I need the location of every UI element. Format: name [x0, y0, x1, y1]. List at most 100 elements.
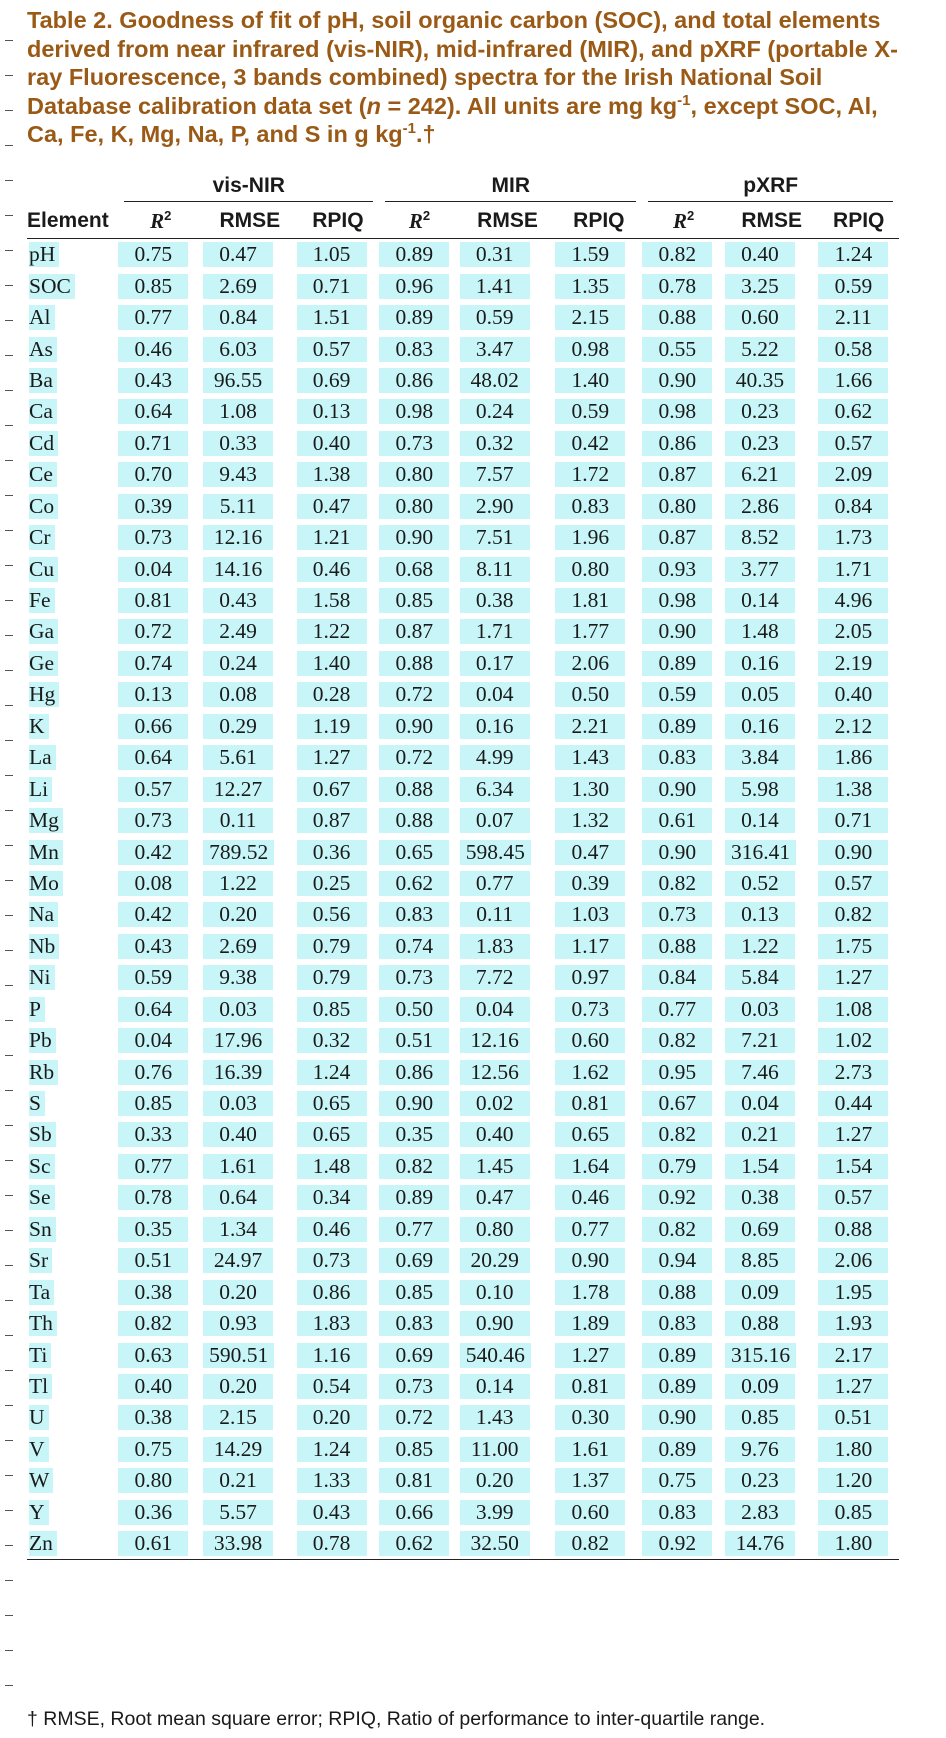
- value-label: 0.81: [555, 1373, 626, 1399]
- value-cell: 0.11: [203, 805, 296, 836]
- value-label: 0.92: [642, 1531, 713, 1557]
- value-label: 9.76: [724, 1436, 795, 1462]
- value-label: 0.77: [118, 1153, 189, 1179]
- value-cell: 0.17: [459, 648, 556, 679]
- value-label: 0.51: [818, 1405, 889, 1431]
- value-cell: 0.36: [296, 836, 380, 867]
- value-label: 1.41: [459, 273, 530, 299]
- value-label: 0.08: [203, 682, 274, 708]
- value-cell: 0.71: [818, 805, 899, 836]
- value-label: 0.64: [118, 745, 189, 771]
- value-label: 2.11: [818, 305, 889, 331]
- value-label: 1.30: [555, 776, 626, 802]
- element-cell: pH: [27, 239, 118, 271]
- value-label: 0.88: [379, 776, 450, 802]
- element-label: Hg: [29, 682, 60, 708]
- margin-mark: [5, 180, 13, 181]
- value-cell: 1.54: [818, 1151, 899, 1182]
- value-cell: 3.84: [724, 742, 818, 773]
- value-cell: 0.71: [118, 428, 203, 459]
- value-cell: 0.64: [203, 1182, 296, 1213]
- value-cell: 0.04: [724, 1088, 818, 1119]
- value-cell: 0.88: [379, 648, 459, 679]
- value-label: 2.17: [818, 1342, 889, 1368]
- value-cell: 2.06: [818, 1245, 899, 1276]
- value-cell: 1.61: [203, 1151, 296, 1182]
- value-cell: 0.14: [459, 1371, 556, 1402]
- value-cell: 0.77: [379, 1214, 459, 1245]
- value-label: 32.50: [459, 1531, 530, 1557]
- value-label: 0.61: [118, 1531, 189, 1557]
- table-row: U 0.38 2.15 0.20 0.72 1.43 0.30 0.90 0.85 0.51: [27, 1402, 899, 1433]
- element-label: Ga: [29, 619, 59, 645]
- value-label: 1.17: [555, 933, 626, 959]
- value-label: 0.43: [118, 367, 189, 393]
- value-cell: 0.38: [724, 1182, 818, 1213]
- value-label: 0.82: [642, 1122, 713, 1148]
- value-cell: 0.21: [724, 1119, 818, 1150]
- value-label: 1.16: [296, 1342, 367, 1368]
- value-cell: 0.20: [296, 1402, 380, 1433]
- value-label: 0.42: [118, 839, 189, 865]
- value-cell: 17.96: [203, 1025, 296, 1056]
- value-label: 0.90: [379, 1091, 450, 1117]
- value-label: 2.12: [818, 713, 889, 739]
- margin-mark: [5, 75, 13, 76]
- value-cell: 0.43: [118, 365, 203, 396]
- value-cell: 1.30: [555, 773, 642, 804]
- value-label: 0.67: [296, 776, 367, 802]
- value-cell: 0.73: [118, 805, 203, 836]
- value-label: 0.20: [296, 1405, 367, 1431]
- value-cell: 1.22: [724, 931, 818, 962]
- value-cell: 0.60: [555, 1025, 642, 1056]
- value-label: 0.55: [642, 336, 713, 362]
- value-cell: 0.90: [379, 711, 459, 742]
- margin-mark: [5, 1615, 13, 1616]
- value-label: 1.45: [459, 1153, 530, 1179]
- value-cell: 5.11: [203, 491, 296, 522]
- results-table: vis-NIR MIR pXRF Element R2 RMSE RPIQ R2…: [27, 168, 899, 1561]
- value-cell: 1.22: [203, 868, 296, 899]
- value-cell: 0.36: [118, 1497, 203, 1528]
- value-cell: 0.04: [459, 994, 556, 1025]
- value-cell: 0.77: [459, 868, 556, 899]
- element-cell: V: [27, 1434, 118, 1465]
- value-label: 0.52: [724, 870, 795, 896]
- element-label: Tl: [29, 1373, 53, 1399]
- value-cell: 0.16: [724, 711, 818, 742]
- column-header-rpiq: RPIQ: [296, 204, 380, 239]
- value-cell: 0.34: [296, 1182, 380, 1213]
- value-cell: 14.76: [724, 1527, 819, 1561]
- element-cell: Mo: [27, 868, 118, 899]
- table-row: P 0.64 0.03 0.85 0.50 0.04 0.73 0.77 0.03 1.08: [27, 994, 899, 1025]
- margin-mark: [5, 775, 13, 776]
- value-label: 3.99: [459, 1499, 530, 1525]
- value-label: 1.34: [203, 1216, 274, 1242]
- table-row: Al 0.77 0.84 1.51 0.89 0.59 2.15 0.88 0.60 2.11: [27, 302, 899, 333]
- value-label: 1.33: [296, 1468, 367, 1494]
- value-label: 0.34: [296, 1185, 367, 1211]
- value-label: 0.89: [642, 1436, 713, 1462]
- value-cell: 14.29: [203, 1434, 296, 1465]
- value-cell: 0.59: [642, 679, 725, 710]
- value-label: 0.71: [296, 273, 367, 299]
- value-cell: 0.50: [555, 679, 642, 710]
- element-cell: Mn: [27, 836, 118, 867]
- table-row: Mo 0.08 1.22 0.25 0.62 0.77 0.39 0.82 0.52 0.57: [27, 868, 899, 899]
- value-label: 0.23: [724, 399, 795, 425]
- value-label: 0.13: [296, 399, 367, 425]
- value-cell: 0.83: [642, 1497, 725, 1528]
- value-label: 0.86: [379, 367, 450, 393]
- value-cell: 5.98: [724, 773, 818, 804]
- element-label: SOC: [29, 273, 75, 299]
- value-label: 0.82: [642, 870, 713, 896]
- table-row: Ca 0.64 1.08 0.13 0.98 0.24 0.59 0.98 0.23 0.62: [27, 396, 899, 427]
- value-cell: 0.88: [379, 773, 459, 804]
- margin-mark: [5, 1685, 13, 1686]
- value-cell: 0.79: [296, 962, 380, 993]
- element-cell: Fe: [27, 585, 118, 616]
- value-cell: 2.49: [203, 616, 296, 647]
- value-label: 0.88: [379, 808, 450, 834]
- value-label: 0.32: [296, 1028, 367, 1054]
- element-label: Th: [29, 1311, 57, 1337]
